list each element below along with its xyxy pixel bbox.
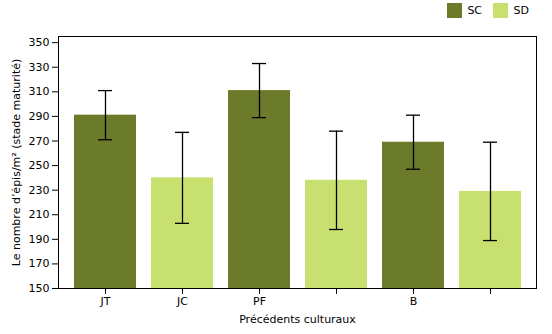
html-text:SD: SD	[513, 3, 529, 17]
svg-text:190: 190	[29, 233, 50, 246]
svg-text:290: 290	[29, 110, 50, 123]
svg-text:250: 250	[29, 159, 50, 172]
svg-text:Précédents culturaux: Précédents culturaux	[239, 313, 356, 326]
svg-text:210: 210	[29, 208, 50, 221]
svg-text:330: 330	[29, 61, 50, 74]
svg-text:270: 270	[29, 135, 50, 148]
svg-text:310: 310	[29, 85, 50, 98]
svg-text:350: 350	[29, 36, 50, 49]
html-text:SC: SC	[467, 3, 482, 17]
svg-text:JT: JT	[100, 295, 111, 308]
svg-text:JC: JC	[176, 295, 188, 308]
svg-text:B: B	[410, 295, 418, 308]
svg-text:230: 230	[29, 184, 50, 197]
svg-text:Le nombre d’épis/m² (stade mat: Le nombre d’épis/m² (stade maturité)	[10, 59, 23, 267]
svg-text:PF: PF	[253, 295, 266, 308]
svg-text:170: 170	[29, 257, 50, 270]
svg-text:150: 150	[29, 282, 50, 295]
